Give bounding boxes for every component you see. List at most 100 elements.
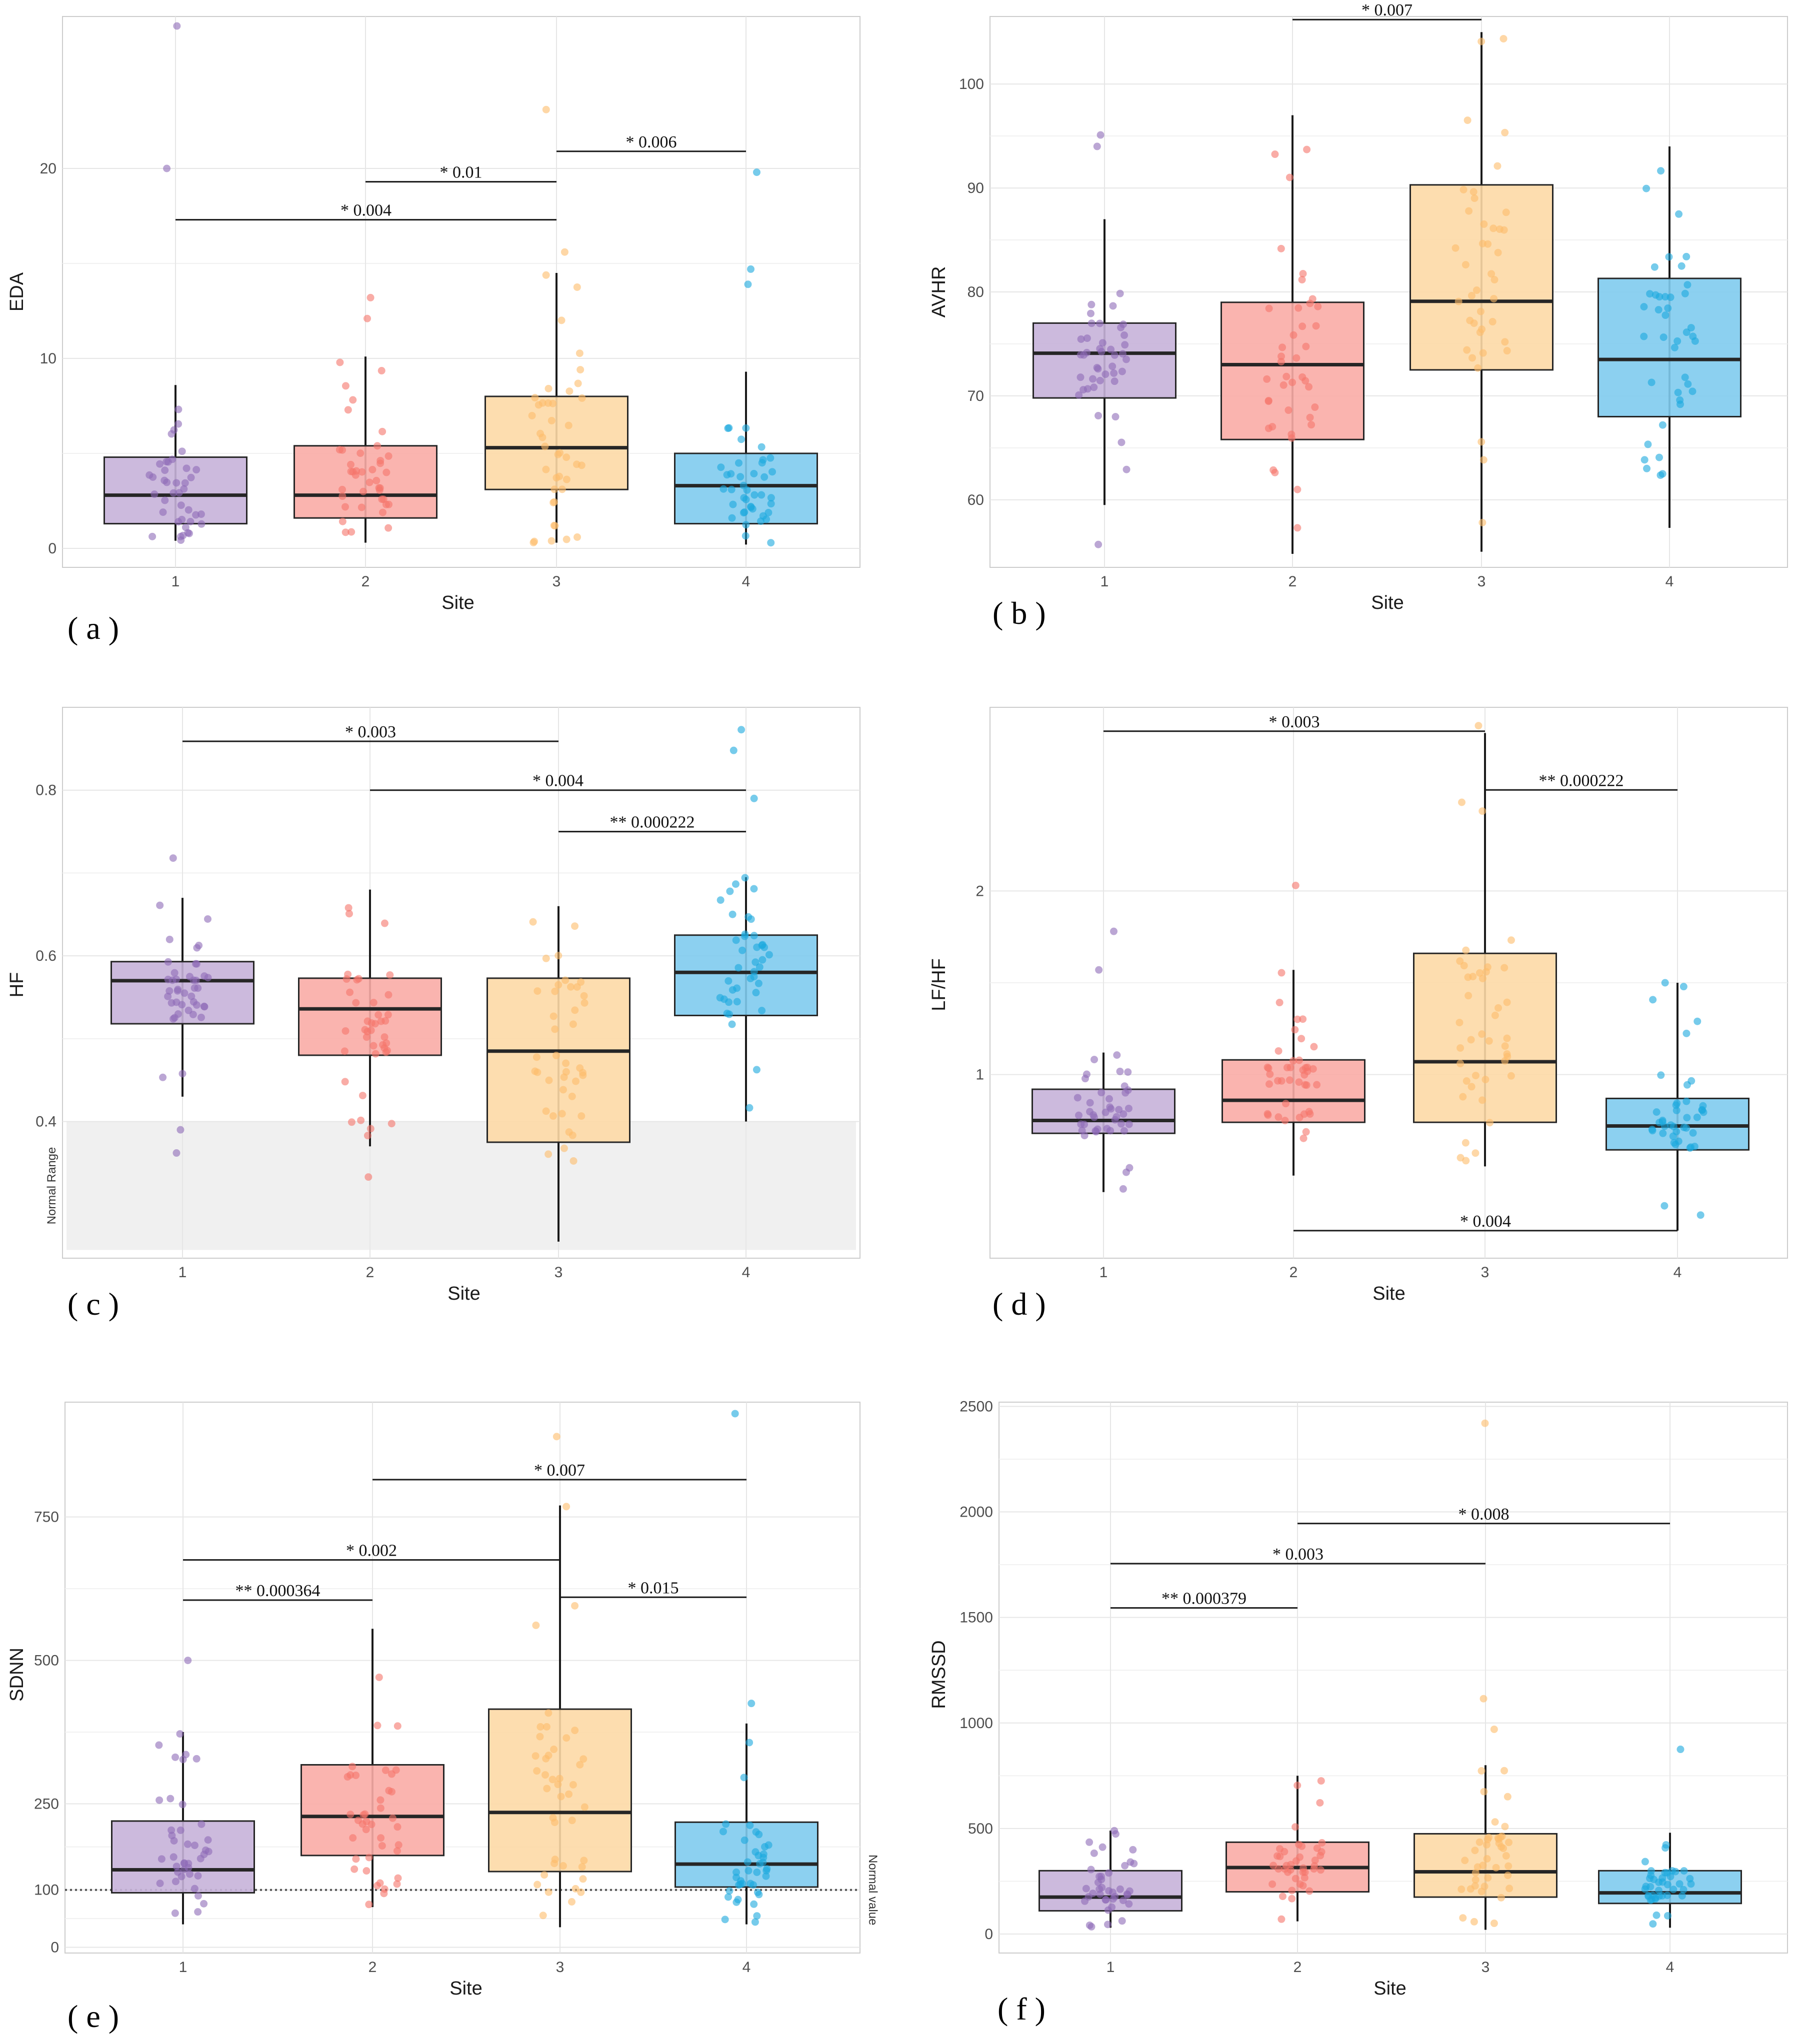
x-tick-label: 2	[368, 1959, 377, 1976]
data-point	[176, 1730, 184, 1738]
data-point	[1496, 225, 1504, 233]
data-point	[200, 1900, 208, 1908]
data-point	[1081, 1897, 1089, 1905]
significance-label: * 0.004	[1460, 1212, 1511, 1231]
data-point	[1299, 1882, 1307, 1890]
data-point	[1090, 383, 1098, 391]
data-point	[176, 1826, 184, 1834]
x-tick-label: 3	[1481, 1264, 1490, 1281]
data-point	[565, 1790, 573, 1798]
data-point	[1658, 470, 1666, 478]
data-point	[374, 1722, 382, 1730]
y-tick-label: 2	[976, 883, 984, 899]
data-point	[1310, 1862, 1318, 1870]
data-point	[1116, 1067, 1124, 1075]
data-point	[1460, 962, 1468, 970]
data-point	[1676, 1880, 1684, 1888]
outlier-point	[1096, 131, 1104, 139]
data-point	[1086, 309, 1094, 317]
data-point	[554, 450, 562, 458]
data-point	[1478, 1096, 1486, 1104]
data-point	[179, 1756, 187, 1764]
data-point	[178, 1001, 186, 1009]
data-point	[732, 1868, 740, 1876]
data-point	[554, 1781, 562, 1789]
x-tick-label: 1	[178, 1264, 187, 1281]
data-point	[344, 1773, 352, 1781]
data-point	[1299, 270, 1307, 278]
data-point	[1471, 1847, 1479, 1855]
significance-label: * 0.002	[346, 1542, 397, 1560]
data-point	[549, 1814, 557, 1822]
data-point	[1311, 403, 1319, 411]
data-point	[394, 1722, 402, 1730]
data-point	[1125, 1900, 1133, 1908]
box-iqr-site-1	[1032, 322, 1176, 399]
data-point	[1642, 184, 1650, 192]
y-tick-label: 2500	[960, 1398, 993, 1415]
data-point	[728, 485, 736, 493]
outlier-point	[1093, 142, 1101, 150]
data-point	[176, 532, 184, 540]
data-point	[549, 1112, 557, 1120]
data-point	[1077, 335, 1085, 343]
data-point	[1120, 1127, 1128, 1135]
x-tick-label: 3	[554, 1264, 563, 1281]
data-point	[150, 490, 158, 498]
box-iqr-site-2	[1222, 1059, 1366, 1123]
data-point	[580, 1803, 588, 1811]
data-point	[762, 1872, 770, 1880]
significance-label: * 0.01	[440, 163, 482, 182]
data-point	[544, 1150, 552, 1158]
data-point	[1122, 355, 1130, 363]
data-point	[172, 1878, 180, 1886]
data-point	[1124, 1891, 1132, 1899]
data-point	[376, 486, 384, 494]
data-point	[576, 366, 584, 374]
outlier-point	[560, 248, 568, 256]
data-point	[1288, 378, 1296, 386]
data-point	[542, 465, 550, 473]
data-point	[1680, 1123, 1688, 1131]
data-point	[361, 1810, 369, 1818]
data-point	[1108, 1903, 1116, 1911]
data-point	[1120, 331, 1128, 339]
data-point	[1274, 1047, 1282, 1055]
data-point	[565, 1128, 573, 1136]
data-point	[393, 1880, 401, 1888]
data-point	[559, 1086, 567, 1094]
x-tick-label: 4	[742, 573, 750, 590]
data-point	[1102, 370, 1110, 378]
data-point	[1288, 1887, 1296, 1895]
data-point	[1121, 341, 1129, 349]
data-point	[558, 485, 566, 493]
data-point	[763, 1865, 771, 1873]
significance-label: * 0.003	[345, 723, 396, 741]
data-point	[530, 537, 538, 545]
significance-label: * 0.015	[628, 1579, 679, 1597]
data-point	[752, 989, 760, 997]
data-point	[1081, 1075, 1089, 1083]
data-point	[1652, 291, 1660, 299]
data-point	[569, 1020, 577, 1028]
data-point	[394, 1874, 402, 1882]
data-point	[1484, 963, 1492, 971]
data-point	[571, 1006, 579, 1014]
data-point	[1074, 1111, 1082, 1119]
data-point	[1296, 1853, 1304, 1861]
data-point	[204, 974, 212, 982]
data-point	[1308, 421, 1316, 429]
outlier-point	[1474, 722, 1482, 730]
data-point	[1098, 1843, 1106, 1851]
data-point	[1501, 1823, 1509, 1831]
data-point	[746, 1739, 754, 1747]
outlier-point	[750, 794, 758, 802]
data-point	[568, 1817, 576, 1825]
data-point	[1647, 1867, 1655, 1875]
data-point	[719, 1828, 727, 1836]
data-point	[382, 500, 390, 508]
data-point	[346, 1811, 354, 1819]
data-point	[578, 394, 586, 402]
data-point	[1503, 1050, 1511, 1058]
data-point	[384, 452, 392, 460]
